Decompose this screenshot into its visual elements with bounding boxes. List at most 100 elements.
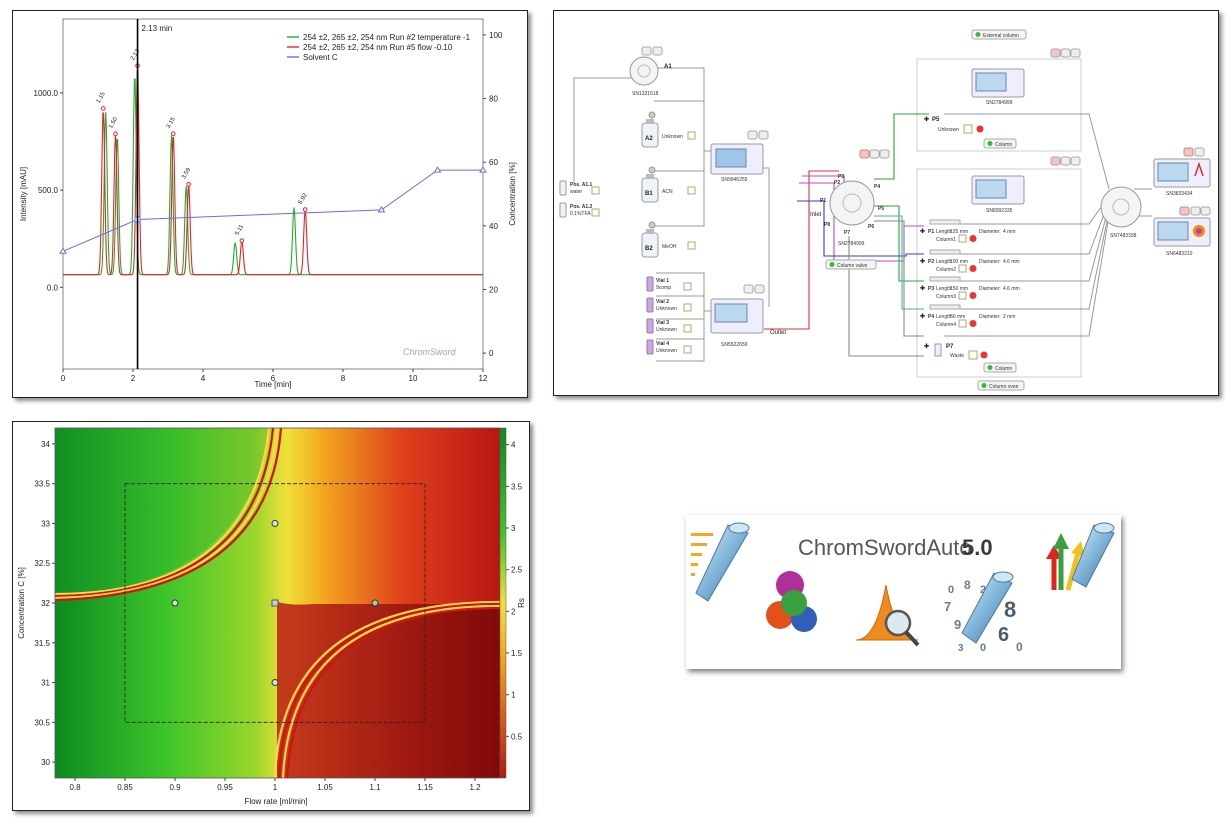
peak-label: 1.15 (96, 91, 107, 105)
solvent-c-point[interactable] (59, 247, 67, 254)
svg-text:Column: Column (995, 142, 1012, 148)
color-spheres-icon (766, 571, 817, 632)
map-y-tick-label: 33.5 (34, 480, 50, 489)
solvent-c-point[interactable] (479, 166, 487, 173)
svg-text:7: 7 (944, 599, 951, 614)
column-valve-button[interactable]: Column valve (825, 259, 877, 270)
svg-text:P2: P2 (928, 259, 934, 265)
map-y-tick-label: 32.5 (34, 559, 50, 568)
y-tick-label-right: 60 (489, 158, 498, 167)
oven-column-button[interactable]: Column (983, 362, 1017, 373)
solvent-c-point[interactable] (433, 166, 442, 173)
tube-bars-icon (691, 522, 750, 602)
column-valve-serial: SN2784999 (838, 241, 865, 247)
svg-text:100 mm: 100 mm (950, 259, 968, 265)
map-x-tick-label: 1 (273, 783, 278, 792)
svg-text:Column4: Column4 (936, 322, 956, 328)
design-point[interactable] (271, 679, 279, 687)
column-1[interactable]: ✚ P1 Length:125 mm Diameter: 4 mm Column1 (920, 219, 1016, 243)
svg-text:External column: External column (983, 33, 1019, 39)
column-oven-box (916, 168, 1082, 378)
design-point[interactable] (271, 519, 279, 527)
bottle-a2[interactable]: A2 Unknown (641, 111, 696, 148)
x-tick-label: 2 (131, 374, 136, 383)
cursor-label: 2.13 min (142, 24, 173, 33)
column-2[interactable]: ✚ P2 Length:100 mm Diameter: 4.6 mm Column2 (920, 249, 1020, 273)
external-column-button[interactable]: External column (971, 29, 1027, 40)
external-column-sub-button[interactable]: Column (983, 138, 1017, 149)
map-y-tick-label: 30 (41, 758, 50, 767)
svg-text:Pos. A1.2: Pos. A1.2 (570, 204, 593, 210)
peak-marker[interactable] (170, 131, 176, 137)
x-tick-label: 12 (479, 374, 488, 383)
y-axis-label-left: Intensity [mAU] (19, 167, 28, 221)
external-device[interactable]: SN2784999 (971, 68, 1025, 106)
svg-text:2: 2 (980, 584, 986, 596)
svg-text:ACN: ACN (662, 189, 673, 195)
selector-valve[interactable]: SN7483338 (1100, 186, 1142, 239)
column-oven-button[interactable]: Column oven (977, 380, 1025, 391)
svg-text:4.6 mm: 4.6 mm (1003, 286, 1020, 292)
svg-text:Diameter:: Diameter: (979, 314, 1001, 320)
design-point[interactable] (171, 599, 179, 607)
resolution-map[interactable]: 0.8 0.85 0.9 0.95 1 1.05 1.1 1.15 1.23030.53131.… (13, 422, 529, 810)
svg-text:water: water (570, 189, 583, 195)
oven-device[interactable]: SN8392335 (971, 175, 1025, 214)
inlet-label: Inlet (810, 212, 822, 218)
rs-tick-label: 2.5 (511, 566, 523, 575)
rs-axis-label: Rs (517, 598, 526, 608)
chromatogram-chart[interactable]: 0 2 4 6 8 10 12 0.0 500.0 1000.0 0 20 40 60 80 100 1.15… (13, 11, 527, 397)
peak-label: 1.50 (108, 116, 119, 130)
map-y-tick-label: 31.5 (34, 639, 50, 648)
peak-marker[interactable] (186, 181, 191, 187)
svg-text:50 mm: 50 mm (950, 314, 965, 320)
detector-1[interactable]: SN3833434 (1153, 147, 1211, 197)
peak-marker[interactable] (239, 238, 245, 243)
external-p5[interactable]: ✚ P5 Unknown (924, 116, 984, 134)
autosampler-device[interactable]: SN5522659 Outlet (710, 284, 786, 348)
peak-marker[interactable] (302, 207, 308, 212)
detector-2[interactable]: SN6483210 (1153, 206, 1211, 257)
svg-text:Length:: Length: (936, 229, 953, 235)
column-3[interactable]: ✚ P3 Length:150 mm Diameter: 4.6 mm Column3 (920, 276, 1020, 300)
bottle-b2[interactable]: B2 MeOH (641, 221, 696, 258)
svg-text:P4: P4 (928, 314, 934, 320)
peak-label: 5.11 (234, 223, 245, 236)
bottle-b1[interactable]: B1 ACN (641, 166, 696, 203)
design-point[interactable] (371, 599, 379, 607)
numbers-tube-icon: 0 8 2 7 9 8 6 0 0 3 (944, 571, 1023, 654)
valve-a1[interactable]: A1 SN1321518 (629, 46, 672, 97)
svg-text:0: 0 (948, 584, 954, 596)
svg-text:Column2: Column2 (936, 267, 956, 273)
column-valve-port: P3 (838, 174, 844, 180)
svg-text:Vial 4: Vial 4 (656, 341, 669, 347)
peak-marker[interactable] (113, 131, 118, 137)
column-4[interactable]: ✚ P4 Length:50 mm Diameter: 2 mm Column4 (920, 304, 1016, 328)
x-tick-label: 8 (341, 374, 346, 383)
peak-marker[interactable] (100, 106, 106, 111)
svg-text:Diameter:: Diameter: (979, 286, 1001, 292)
svg-text:✚: ✚ (924, 116, 929, 123)
svg-text:9: 9 (954, 617, 961, 632)
svg-text:Length:: Length: (936, 286, 953, 292)
chromatogram-panel: 0 2 4 6 8 10 12 0.0 500.0 1000.0 0 20 40 60 80 100 1.15… (12, 10, 528, 398)
valve-a1-serial: SN1321518 (632, 91, 659, 97)
svg-text:Vial 1: Vial 1 (656, 278, 669, 284)
svg-text:Column1: Column1 (936, 237, 956, 243)
map-y-tick-label: 30.5 (34, 718, 50, 727)
y-tick-label-right: 0 (489, 349, 494, 358)
pump-device[interactable]: SN9946255 (710, 130, 769, 183)
svg-text:4 mm: 4 mm (1003, 229, 1016, 235)
solvent-c-point[interactable] (377, 205, 386, 213)
map-y-tick-label: 31 (41, 679, 50, 688)
position-2[interactable]: Pos. A1.20.1%TFA (559, 202, 600, 218)
waste[interactable]: ✚ P7 Waste (924, 343, 988, 360)
system-diagram: A1 SN1321518 A2 Unknown B1 ACN B2 MeOH Pos. A… (559, 29, 1211, 391)
design-center-point[interactable] (271, 599, 279, 607)
